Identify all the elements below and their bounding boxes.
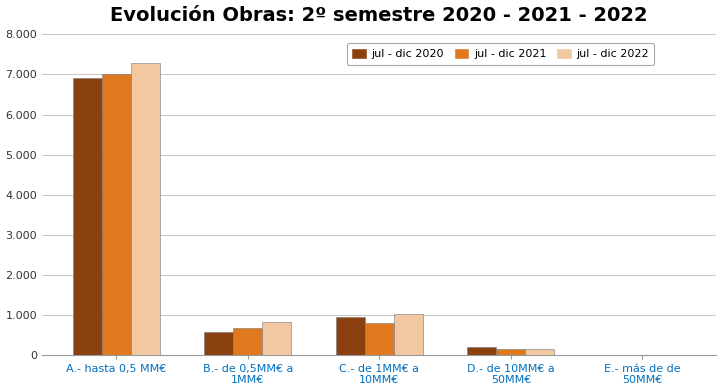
Bar (233, 328, 262, 355)
Bar (526, 349, 554, 355)
Bar (467, 347, 497, 355)
Bar (497, 349, 526, 355)
Bar (336, 317, 365, 355)
Bar (204, 332, 233, 355)
Title: Evolución Obras: 2º semestre 2020 - 2021 - 2022: Evolución Obras: 2º semestre 2020 - 2021… (110, 5, 648, 25)
Bar (393, 314, 422, 355)
Bar (131, 63, 160, 355)
Bar (365, 323, 393, 355)
Bar (262, 322, 291, 355)
Legend: jul - dic 2020, jul - dic 2021, jul - dic 2022: jul - dic 2020, jul - dic 2021, jul - di… (347, 43, 654, 65)
Bar (73, 79, 102, 355)
Bar (102, 74, 131, 355)
